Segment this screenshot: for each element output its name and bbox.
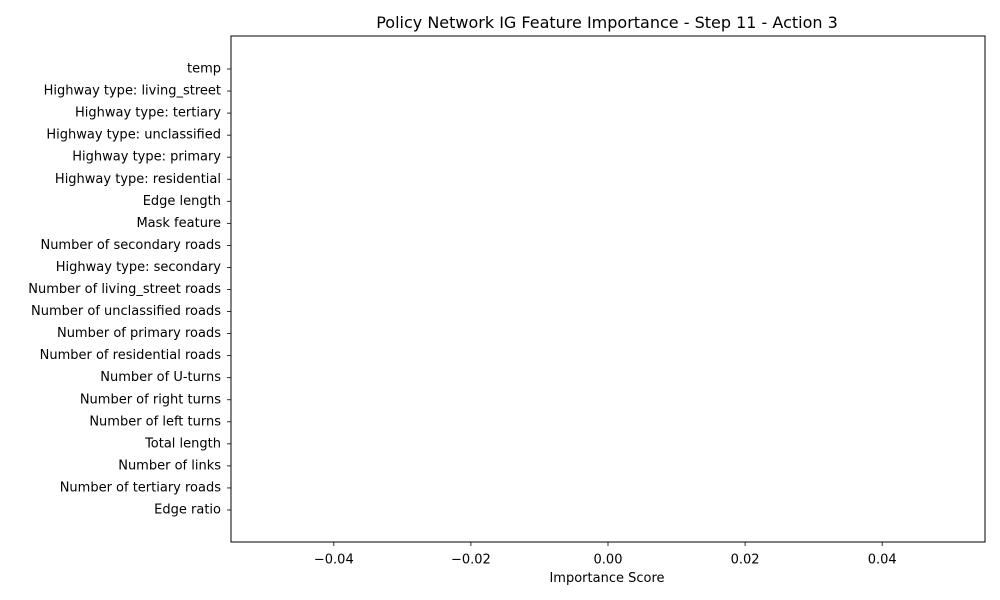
y-tick-label: Highway type: residential xyxy=(55,172,221,187)
y-tick-label: Mask feature xyxy=(136,216,221,231)
x-tick-label: 0.02 xyxy=(731,553,760,568)
x-axis-label: Importance Score xyxy=(549,571,664,586)
x-tick-label: 0.00 xyxy=(594,553,623,568)
y-axis: temp Highway type: living_street Highway t… xyxy=(28,62,231,518)
y-tick-label: Number of right turns xyxy=(80,392,221,407)
y-tick-label: Number of secondary roads xyxy=(40,238,221,253)
y-tick-label: Number of links xyxy=(118,458,221,473)
y-tick-label: Highway type: living_street xyxy=(44,84,221,99)
x-tick-label: −0.02 xyxy=(451,553,491,568)
y-tick-label: Number of primary roads xyxy=(57,326,221,341)
y-tick-label: Highway type: unclassified xyxy=(46,128,221,143)
x-axis: −0.04 −0.02 0.00 0.02 0.04 xyxy=(314,542,897,568)
y-tick-label: temp xyxy=(187,62,221,77)
y-tick-label: Total length xyxy=(144,436,221,451)
y-tick-label: Number of living_street roads xyxy=(28,282,221,297)
x-tick-label: 0.04 xyxy=(868,553,897,568)
plot-area xyxy=(230,35,986,543)
y-tick-label: Number of tertiary roads xyxy=(60,480,222,495)
y-tick-label: Edge length xyxy=(143,194,221,209)
y-tick-label: Highway type: tertiary xyxy=(75,106,221,121)
y-tick-label: Number of U-turns xyxy=(100,370,221,385)
chart-title: Policy Network IG Feature Importance - S… xyxy=(376,13,838,32)
y-tick-label: Number of residential roads xyxy=(40,348,222,363)
y-tick-label: Highway type: secondary xyxy=(56,260,222,275)
y-tick-label: Number of left turns xyxy=(89,414,221,429)
y-tick-label: Highway type: primary xyxy=(72,150,221,165)
y-tick-label: Number of unclassified roads xyxy=(31,304,221,319)
x-tick-label: −0.04 xyxy=(314,553,354,568)
y-tick-label: Edge ratio xyxy=(154,503,221,518)
